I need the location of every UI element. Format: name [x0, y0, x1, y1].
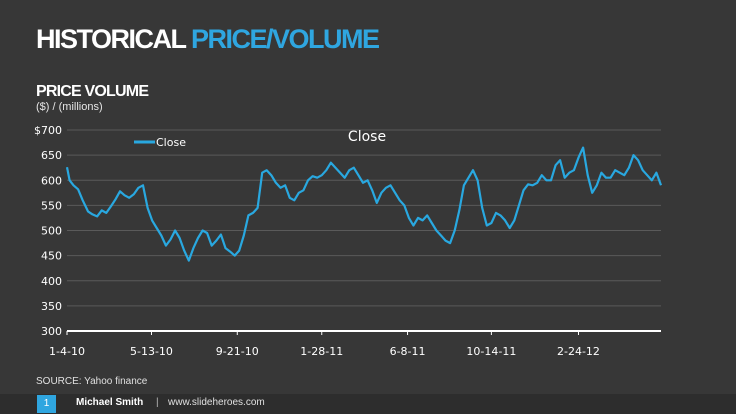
- source-note: SOURCE: Yahoo finance: [36, 376, 148, 387]
- x-tick-label: 9-21-10: [216, 345, 259, 358]
- footer-separator: |: [156, 397, 159, 408]
- x-tick-label: 1-4-10: [49, 345, 85, 358]
- y-axis-ticks: 300 350 400 450 500 550 600 650 $700: [34, 124, 62, 338]
- x-tick-label: 2-24-12: [557, 345, 600, 358]
- x-tick-label: 5-13-10: [130, 345, 173, 358]
- chart-subtitle: PRICE VOLUME: [36, 83, 149, 100]
- x-axis-ticks: 1-4-10 5-13-10 9-21-10 1-28-11 6-8-11 10-14-1…: [49, 331, 600, 358]
- slide-title-part2: PRICE/VOLUME: [191, 24, 380, 54]
- x-tick-label: 1-28-11: [300, 345, 343, 358]
- y-tick-label: 300: [41, 325, 62, 338]
- x-tick-label: 10-14-11: [466, 345, 516, 358]
- y-tick-label: 350: [41, 300, 62, 313]
- website-url: www.slideheroes.com: [168, 397, 265, 408]
- series-line-close: [65, 146, 663, 262]
- y-tick-label: 650: [41, 149, 62, 162]
- legend-label: Close: [156, 136, 186, 149]
- chart-units: ($) / (millions): [36, 101, 103, 113]
- y-tick-label: $700: [34, 124, 62, 137]
- footer-bar: 1 Michael Smith | www.slideheroes.com: [0, 394, 736, 414]
- y-tick-label: 500: [41, 225, 62, 238]
- slide-title: HISTORICAL PRICE/VOLUME: [36, 24, 380, 54]
- page-number: 1: [37, 395, 56, 413]
- y-tick-label: 400: [41, 275, 62, 288]
- author-name: Michael Smith: [76, 397, 144, 408]
- slide-title-part1: HISTORICAL: [36, 24, 192, 54]
- chart-title: Close: [348, 129, 386, 145]
- x-tick-label: 6-8-11: [390, 345, 426, 358]
- y-tick-label: 550: [41, 199, 62, 212]
- y-tick-label: 600: [41, 174, 62, 187]
- y-tick-label: 450: [41, 250, 62, 263]
- chart-grid: [67, 129, 661, 307]
